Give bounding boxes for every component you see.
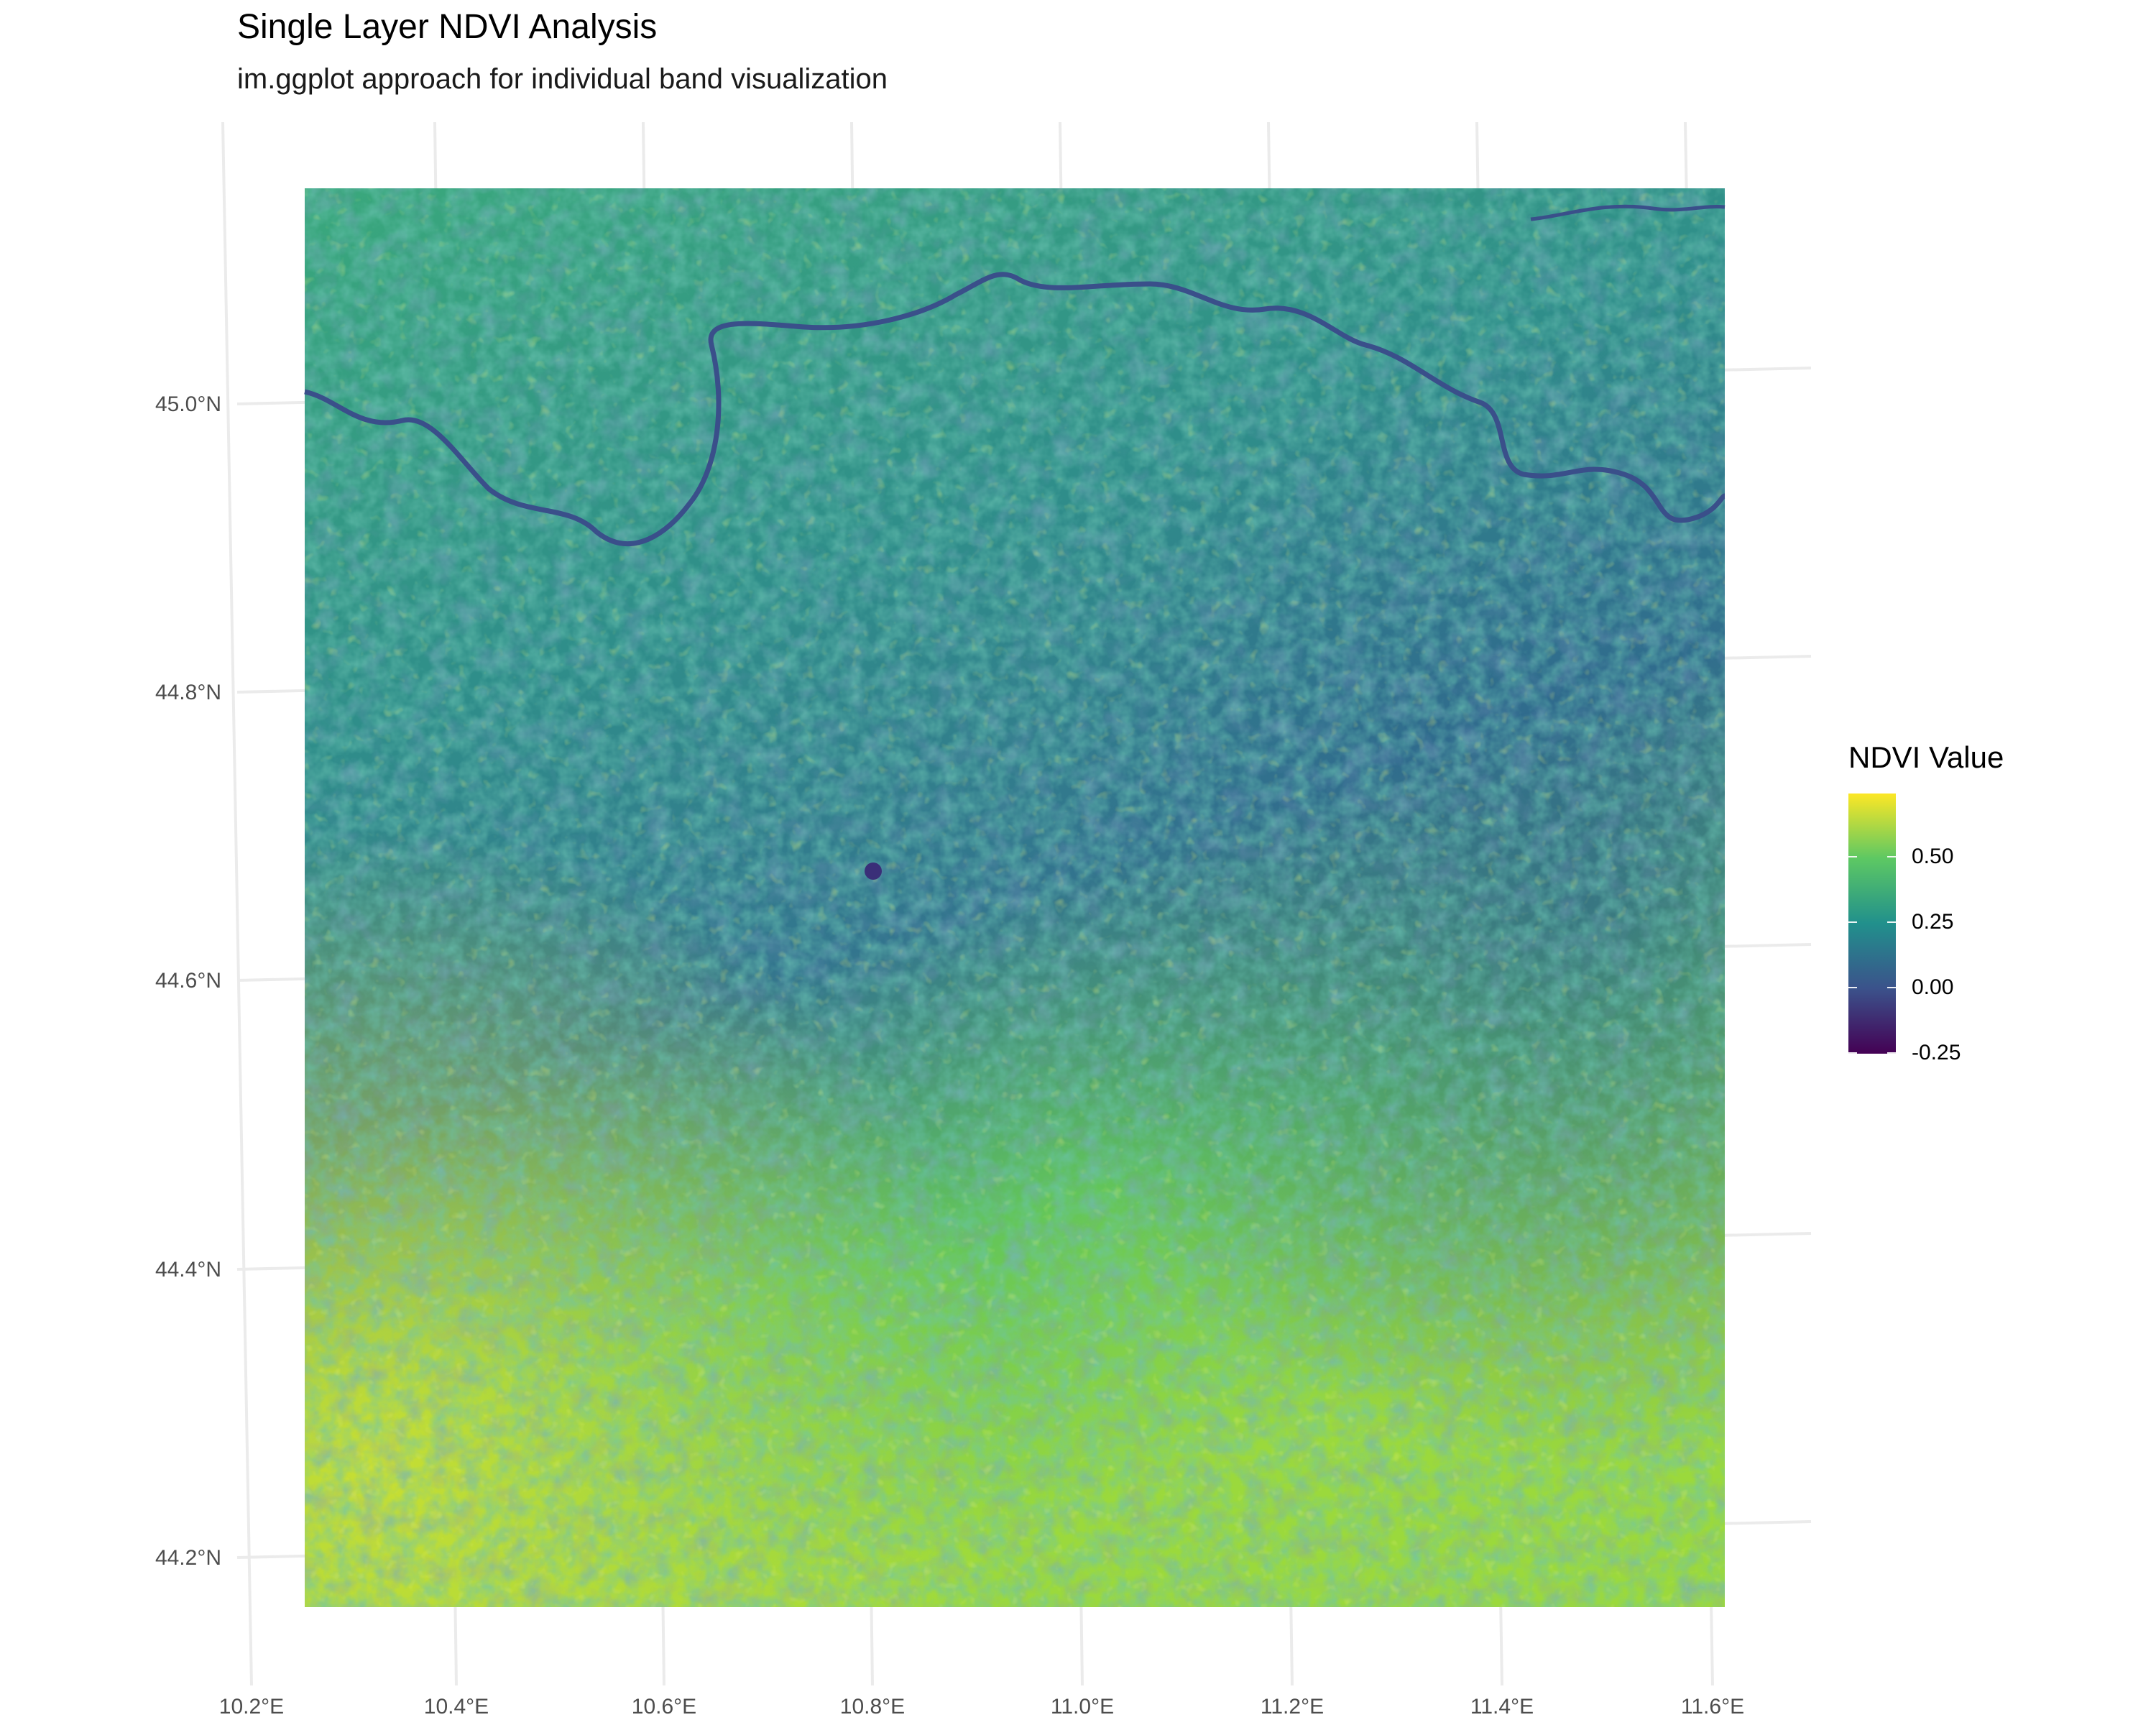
plot-subtitle: im.ggplot approach for individual band v… — [237, 63, 888, 95]
legend-tick-label: 0.50 — [1912, 845, 1954, 868]
water-body — [865, 862, 882, 880]
x-tick-label: 10.2°E — [219, 1695, 284, 1719]
legend-tick-label: 0.25 — [1912, 910, 1954, 934]
y-tick-label: 44.4°N — [155, 1258, 221, 1282]
legend-tick-label: -0.25 — [1912, 1041, 1961, 1064]
river-line — [304, 272, 1726, 547]
y-tick-label: 44.6°N — [155, 969, 221, 993]
x-tick-label: 10.6°E — [632, 1695, 696, 1719]
y-axis-labels: 45.0°N 44.8°N 44.6°N 44.4°N 44.2°N — [155, 392, 221, 1570]
ndvi-raster — [305, 188, 1725, 1607]
legend-title: NDVI Value — [1848, 740, 2004, 774]
x-axis-labels: 10.2°E 10.4°E 10.6°E 10.8°E 11.0°E 11.2°E 11.4… — [219, 1695, 1744, 1719]
x-tick-label: 11.4°E — [1470, 1695, 1534, 1719]
y-tick-label: 45.0°N — [155, 392, 221, 416]
y-tick-label: 44.2°N — [155, 1546, 221, 1570]
plot-title: Single Layer NDVI Analysis — [237, 8, 658, 46]
y-tick-label: 44.8°N — [155, 681, 221, 704]
x-tick-label: 11.6°E — [1681, 1695, 1744, 1719]
x-tick-label: 11.2°E — [1261, 1695, 1324, 1719]
x-tick-label: 10.8°E — [840, 1695, 905, 1719]
meridian-line — [221, 121, 253, 1686]
river-line-north — [1530, 204, 1726, 221]
x-tick-label: 10.4°E — [424, 1695, 489, 1719]
legend-tick-label: 0.00 — [1912, 975, 1954, 999]
legend-colorbar — [1848, 794, 1896, 1054]
x-tick-label: 11.0°E — [1051, 1695, 1114, 1719]
